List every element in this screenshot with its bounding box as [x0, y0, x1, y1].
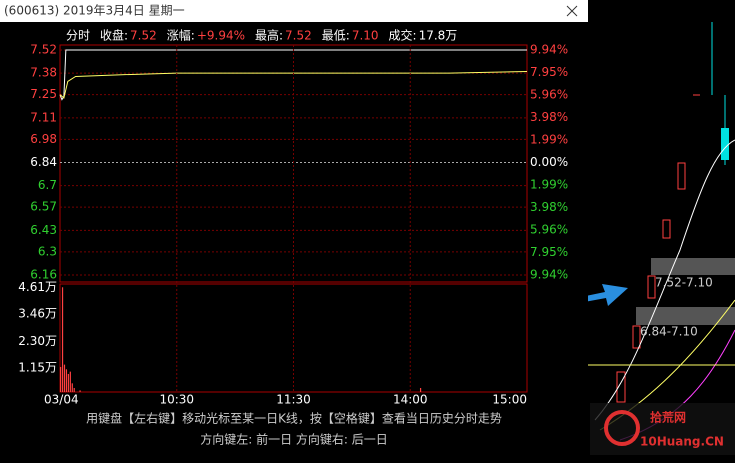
ma-line: [594, 139, 735, 421]
candle: [616, 371, 626, 403]
y2-tick-label: 1.99%: [530, 178, 568, 192]
info-label: 涨幅:: [167, 28, 195, 43]
info-label: 成交:: [389, 28, 417, 43]
y-tick-label: 7.11: [30, 110, 57, 124]
hint: 用键盘【左右键】移动光标至某一日K线，按【空格键】查看当日历史分时走势: [86, 411, 502, 426]
window-title: (600613) 2019年3月4日 星期一: [4, 4, 185, 18]
band-label: 7.52-7.10: [655, 276, 713, 290]
volume-bar: [61, 287, 64, 392]
info-label: 收盘:: [100, 28, 128, 43]
y-tick-label: 6.43: [30, 223, 57, 237]
info-label: 最低:: [322, 29, 350, 43]
y2-tick-label: 3.98%: [530, 110, 568, 124]
y-tick-label: 3.46万: [18, 307, 57, 321]
y-tick-label: 6.3: [38, 244, 57, 258]
candle: [662, 219, 671, 239]
close-button[interactable]: [566, 5, 578, 17]
x-tick-label: 14:00: [393, 393, 428, 407]
info-value: 7.52: [130, 29, 157, 43]
volume-bar: [79, 390, 81, 392]
y2-tick-label: 5.96%: [530, 222, 568, 236]
y-tick-label: 7.25: [30, 87, 57, 101]
logo-box: [590, 403, 735, 455]
x-tick-label: 03/04: [44, 393, 79, 407]
logo-text: 拾荒网: [650, 410, 686, 425]
kline-decoration: 7.52-7.10 6.84-7.10 拾荒网 10Huang.CN: [480, 22, 735, 455]
volume-bar: [73, 387, 75, 392]
volume-pane: [59, 283, 528, 393]
y2-tick-label: 9.94%: [530, 43, 568, 57]
candle: [677, 162, 686, 190]
band: [651, 258, 735, 275]
y2-tick-label: 3.98%: [530, 200, 568, 214]
info-value: 7.10: [352, 29, 379, 43]
hint: 方向键左: 前一日 方向键右: 后一日: [200, 432, 388, 447]
volume-bar: [60, 366, 62, 392]
volume-bar: [63, 364, 66, 392]
volume-bar: [67, 373, 69, 392]
y-tick-label: 2.30万: [18, 334, 57, 348]
y2-tick-label: 7.95%: [530, 65, 568, 79]
y-tick-label: 7.52: [30, 43, 57, 57]
volume-bar: [69, 371, 71, 392]
candle: [632, 325, 641, 349]
y-tick-label: 6.57: [30, 200, 57, 214]
logo-url: 10Huang.CN: [640, 435, 724, 449]
mode-label: 分时: [66, 29, 90, 43]
y-tick-label: 7.38: [30, 66, 57, 80]
volume-bar: [71, 383, 73, 392]
y-tick-label: 6.84: [30, 155, 57, 169]
info-value: +9.94%: [197, 29, 245, 43]
y-tick-label: 4.61万: [18, 280, 57, 294]
y2-tick-label: 5.96%: [530, 88, 568, 102]
x-tick-label: 11:30: [276, 393, 311, 407]
y-tick-label: 6.7: [38, 178, 57, 192]
y-tick-label: 6.98: [30, 132, 57, 146]
band-label: 6.84-7.10: [640, 325, 698, 339]
y2-tick-label: 0.00%: [530, 155, 568, 169]
x-tick-label: 15:00: [492, 393, 527, 407]
x-tick-label: 10:30: [159, 393, 194, 407]
info-value: 7.52: [285, 29, 312, 43]
price-line: [59, 71, 528, 99]
candle: [647, 275, 656, 299]
y2-tick-label: 9.94%: [530, 268, 568, 282]
y2-tick-label: 7.95%: [530, 245, 568, 259]
y-tick-label: 1.15万: [18, 361, 57, 375]
band: [636, 307, 735, 325]
info-value: 17.8万: [419, 29, 458, 43]
y-tick-label: 6.16: [30, 268, 57, 282]
volume-bar: [65, 369, 68, 392]
title-bar: [0, 0, 588, 22]
volume-bar: [419, 387, 422, 392]
info-label: 最高:: [255, 28, 283, 43]
logo-mark: [604, 410, 640, 446]
y2-tick-label: 1.99%: [530, 132, 568, 146]
